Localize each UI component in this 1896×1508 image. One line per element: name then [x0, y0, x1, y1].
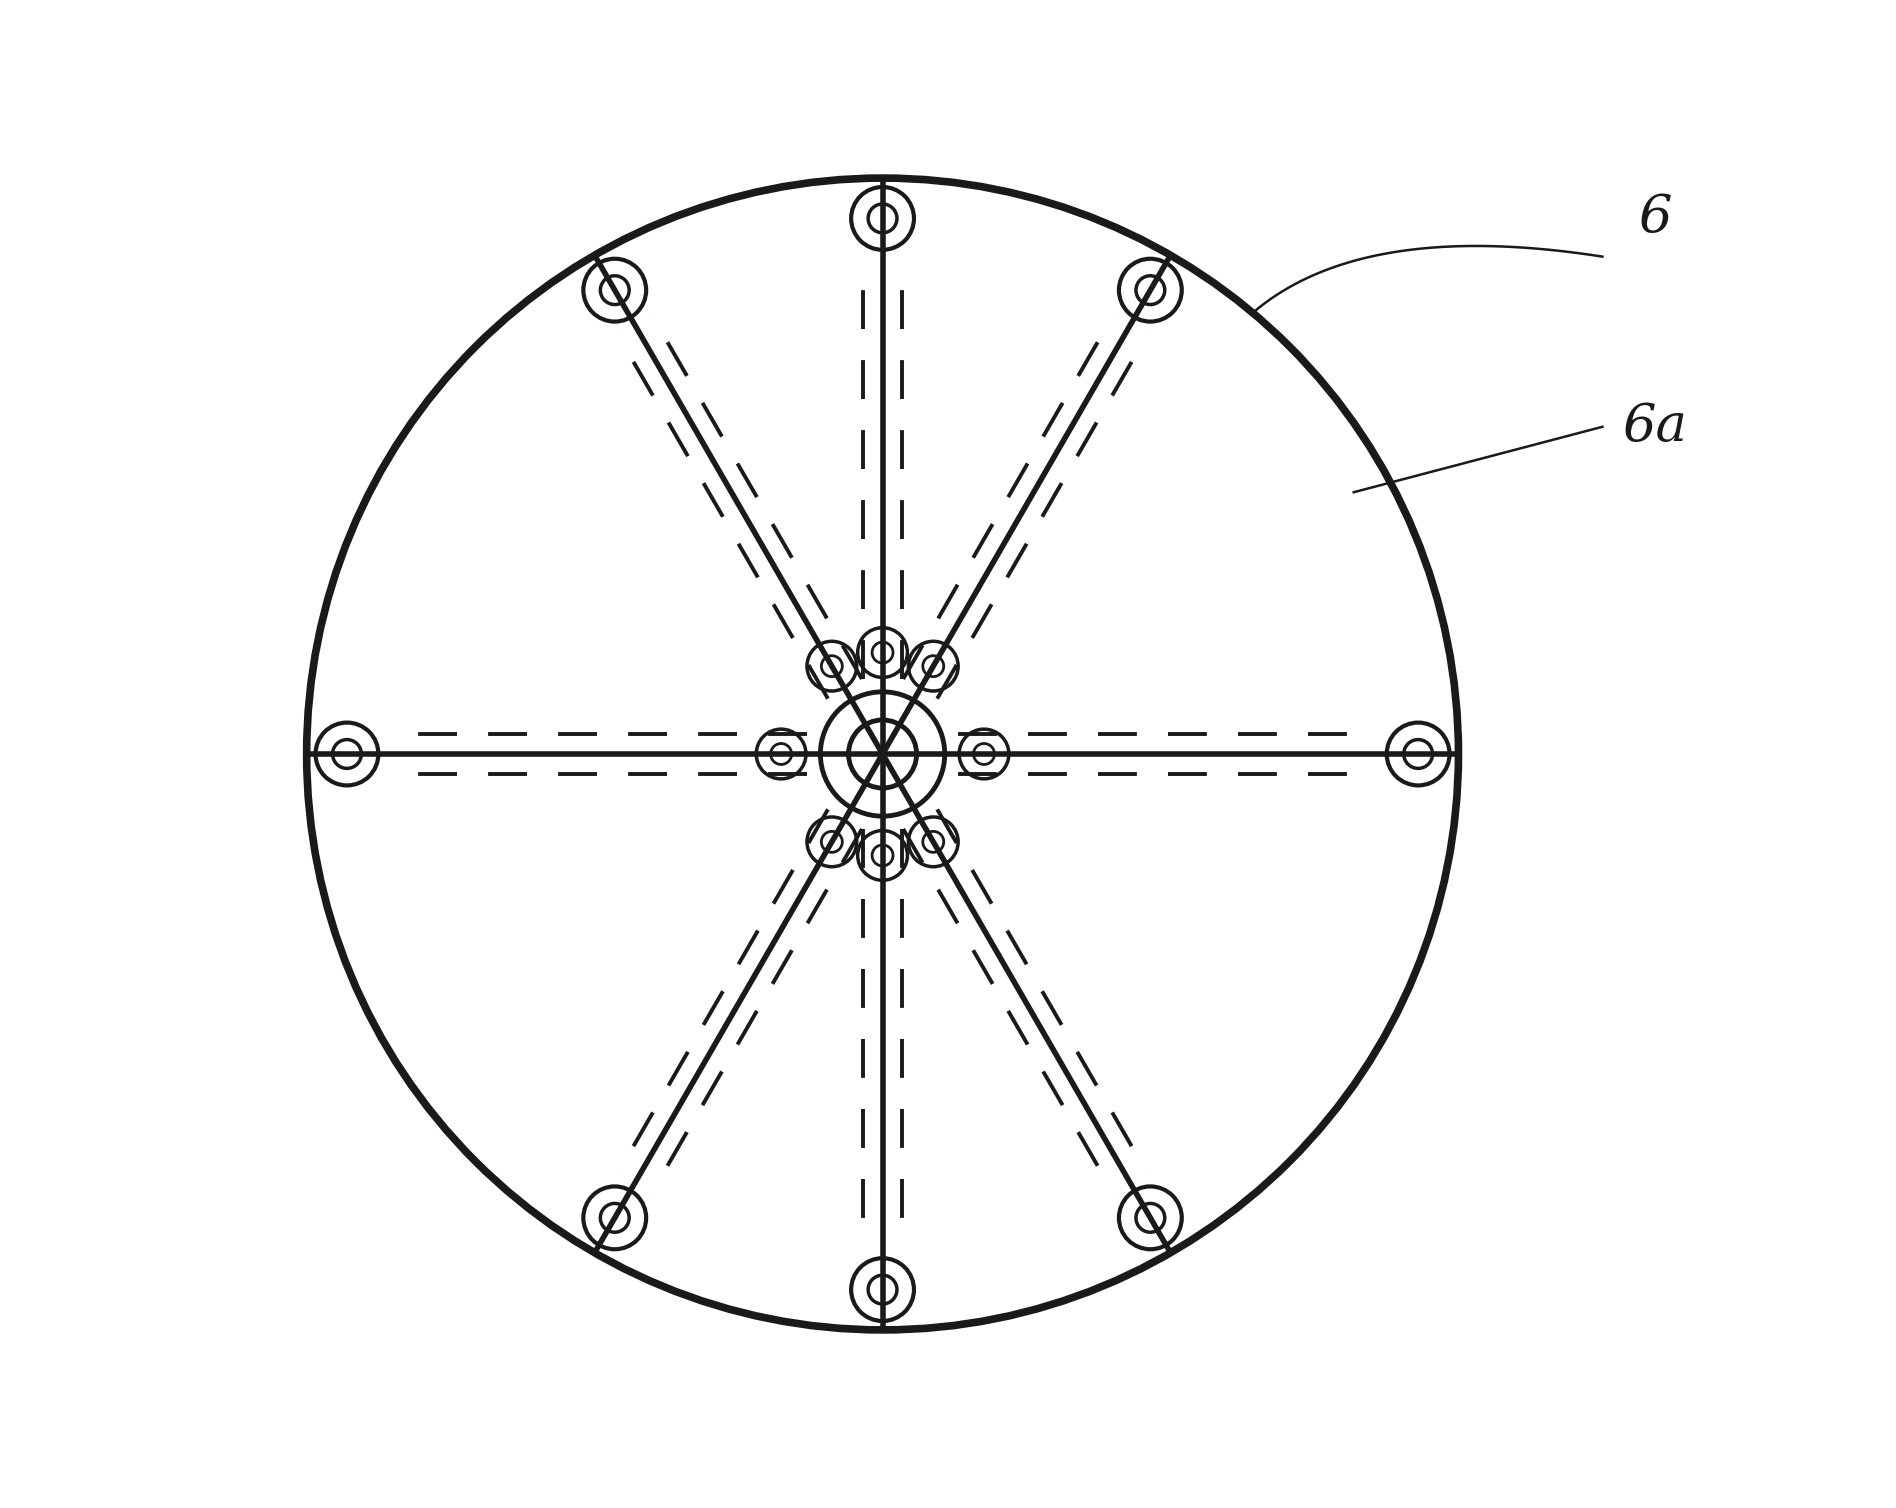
Text: 6a: 6a — [1623, 401, 1687, 452]
Text: 6: 6 — [1638, 192, 1672, 243]
